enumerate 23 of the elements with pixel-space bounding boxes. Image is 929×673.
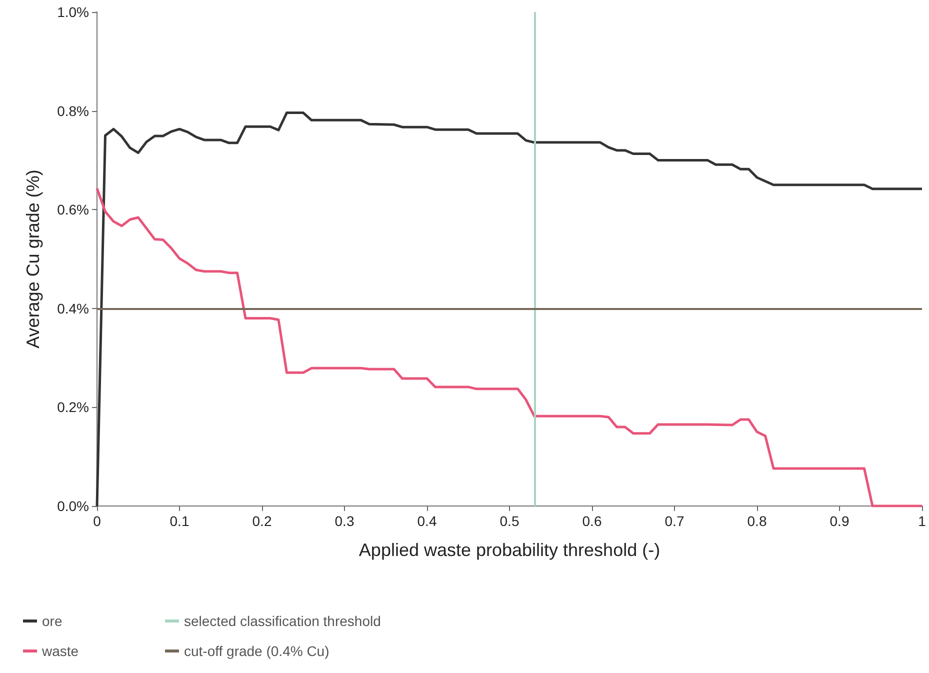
legend-label: ore — [42, 613, 62, 629]
y-tick-label: 0.2% — [57, 399, 89, 416]
y-tick-label: 1.0% — [57, 4, 89, 20]
x-tick-label: 0.1 — [170, 513, 190, 529]
x-tick-label: 0.7 — [664, 513, 684, 529]
x-tick-label: 0 — [93, 513, 102, 529]
y-tick-label: 0.6% — [57, 202, 89, 218]
x-tick-label: 0.2 — [252, 513, 272, 529]
x-tick-label: 0.4 — [417, 513, 437, 529]
legend-label: cut-off grade (0.4% Cu) — [184, 643, 330, 659]
y-axis-title: Average Cu grade (%) — [23, 170, 43, 348]
x-axis-title: Applied waste probability threshold (-) — [358, 540, 660, 560]
y-tick-label: 0.8% — [57, 102, 89, 119]
y-tick-label: 0.0% — [57, 498, 89, 514]
x-tick-label: 0.8 — [747, 513, 767, 529]
x-tick-label: 0.5 — [500, 513, 520, 529]
x-tick-label: 0.6 — [582, 513, 602, 529]
legend-label: selected classification threshold — [184, 613, 381, 629]
x-tick-label: 1 — [918, 513, 926, 529]
legend-label: waste — [41, 643, 79, 659]
y-tick-label: 0.4% — [57, 300, 89, 316]
x-tick-label: 0.9 — [830, 513, 850, 529]
x-tick-label: 0.3 — [334, 513, 354, 529]
